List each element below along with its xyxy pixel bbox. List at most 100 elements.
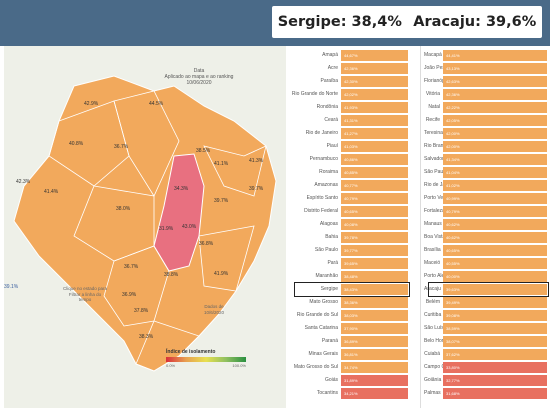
- ranking-row[interactable]: Distrito Federal 40,65%: [290, 206, 408, 217]
- ranking-row[interactable]: Rondônia 41,93%: [290, 102, 408, 113]
- ranking-bar[interactable]: 40,08%: [341, 219, 408, 230]
- ranking-bar[interactable]: 39,78%: [341, 232, 408, 243]
- ranking-row[interactable]: Minas Gerais 36,81%: [290, 349, 408, 360]
- ranking-row[interactable]: Campo Grande 33,80%: [424, 362, 547, 373]
- ranking-bar[interactable]: 31,68%: [443, 388, 547, 399]
- ranking-bar[interactable]: 39,49%: [443, 297, 547, 308]
- ranking-row[interactable]: Curitiba 39,08%: [424, 310, 547, 321]
- ranking-row[interactable]: Roraima 40,85%: [290, 167, 408, 178]
- ranking-row[interactable]: Recife 42,05%: [424, 115, 547, 126]
- ranking-row[interactable]: Piauí 41,03%: [290, 141, 408, 152]
- ranking-bar[interactable]: 39,63%: [443, 284, 547, 295]
- ranking-bar[interactable]: 31,89%: [341, 375, 408, 386]
- ranking-bar[interactable]: 44,41%: [443, 50, 547, 61]
- ranking-bar[interactable]: 42,30%: [341, 76, 408, 87]
- ranking-row[interactable]: Paraíba 42,30%: [290, 76, 408, 87]
- ranking-row[interactable]: Amapá 44,67%: [290, 50, 408, 61]
- ranking-row[interactable]: Goiás 31,89%: [290, 375, 408, 386]
- tocantins-goias-shape[interactable]: [153, 153, 205, 272]
- ranking-bar[interactable]: 36,81%: [341, 349, 408, 360]
- ranking-bar[interactable]: 32,77%: [443, 375, 547, 386]
- ranking-bar[interactable]: 42,22%: [443, 102, 547, 113]
- ranking-bar[interactable]: 42,63%: [443, 76, 547, 87]
- ranking-row[interactable]: Sergipe 38,43%: [290, 282, 410, 297]
- ranking-row[interactable]: Ceará 41,31%: [290, 115, 408, 126]
- ranking-row[interactable]: Porto Velho 40,99%: [424, 193, 547, 204]
- ranking-row[interactable]: Espírito Santo 40,79%: [290, 193, 408, 204]
- ranking-row[interactable]: Rio Grande do Sul 38,03%: [290, 310, 408, 321]
- ranking-row[interactable]: Macapá 44,41%: [424, 50, 547, 61]
- ranking-bar[interactable]: 40,55%: [443, 258, 547, 269]
- ranking-row[interactable]: Brasília 40,65%: [424, 245, 547, 256]
- ranking-row[interactable]: Maceió 40,55%: [424, 258, 547, 269]
- ranking-row[interactable]: Salvador 41,34%: [424, 154, 547, 165]
- ranking-row[interactable]: Natal 42,22%: [424, 102, 547, 113]
- ranking-row[interactable]: Bahia 39,78%: [290, 232, 408, 243]
- ranking-row[interactable]: Goiânia 32,77%: [424, 375, 547, 386]
- ranking-bar[interactable]: 40,99%: [443, 193, 547, 204]
- ranking-bar[interactable]: 41,31%: [341, 115, 408, 126]
- ranking-bar[interactable]: 41,34%: [443, 154, 547, 165]
- ranking-bar[interactable]: 42,36%: [443, 89, 547, 100]
- ranking-row[interactable]: Teresina 42,00%: [424, 128, 547, 139]
- ranking-row[interactable]: Tocantins 34,21%: [290, 388, 408, 399]
- ranking-bar[interactable]: 39,08%: [443, 310, 547, 321]
- ranking-bar[interactable]: 41,02%: [443, 180, 547, 191]
- ranking-bar[interactable]: 41,04%: [443, 167, 547, 178]
- ranking-bar[interactable]: 38,07%: [443, 336, 547, 347]
- ranking-bar[interactable]: 40,77%: [341, 180, 408, 191]
- ranking-bar[interactable]: 42,02%: [341, 89, 408, 100]
- ranking-row[interactable]: Florianópolis 42,63%: [424, 76, 547, 87]
- ranking-row[interactable]: Rio Branco 42,00%: [424, 141, 547, 152]
- ranking-bar[interactable]: 38,03%: [341, 310, 408, 321]
- ranking-bar[interactable]: 39,65%: [341, 258, 408, 269]
- ranking-row[interactable]: Boa Vista 40,62%: [424, 232, 547, 243]
- ranking-bar[interactable]: 39,77%: [341, 245, 408, 256]
- ranking-row[interactable]: Porto Alegre 40,00%: [424, 271, 547, 282]
- ranking-bar[interactable]: 42,00%: [443, 141, 547, 152]
- ranking-bar[interactable]: 40,65%: [443, 245, 547, 256]
- ranking-bar[interactable]: 40,79%: [443, 206, 547, 217]
- ranking-row[interactable]: Mato Grosso do Sul 34,74%: [290, 362, 408, 373]
- ranking-bar[interactable]: 38,48%: [341, 271, 408, 282]
- ranking-row[interactable]: Vitória 42,36%: [424, 89, 547, 100]
- ranking-bar[interactable]: 42,00%: [443, 128, 547, 139]
- ranking-bar[interactable]: 41,03%: [341, 141, 408, 152]
- ranking-row[interactable]: Maranhão 38,48%: [290, 271, 408, 282]
- ranking-row[interactable]: Manaus 40,62%: [424, 219, 547, 230]
- ranking-bar[interactable]: 40,62%: [443, 232, 547, 243]
- ranking-bar[interactable]: 34,74%: [341, 362, 408, 373]
- ranking-row[interactable]: Belo Horizonte 38,07%: [424, 336, 547, 347]
- ranking-row[interactable]: Rio de Janeiro 41,27%: [290, 128, 408, 139]
- ranking-bar[interactable]: 37,90%: [341, 323, 408, 334]
- ranking-bar[interactable]: 43,13%: [443, 63, 547, 74]
- ranking-bar[interactable]: 40,00%: [443, 271, 547, 282]
- ranking-row[interactable]: Rio Grande do Norte 42,02%: [290, 89, 408, 100]
- ranking-bar[interactable]: 44,67%: [341, 50, 408, 61]
- ranking-row[interactable]: Rio de Janeiro 41,02%: [424, 180, 547, 191]
- ranking-bar[interactable]: 41,93%: [341, 102, 408, 113]
- brazil-map[interactable]: [4, 46, 286, 408]
- ranking-row[interactable]: Pernambuco 40,86%: [290, 154, 408, 165]
- ranking-row[interactable]: Cuiabá 37,62%: [424, 349, 547, 360]
- ranking-bar[interactable]: 42,05%: [443, 115, 547, 126]
- ranking-bar[interactable]: 38,59%: [443, 323, 547, 334]
- ranking-row[interactable]: São Paulo 39,77%: [290, 245, 408, 256]
- ranking-bar[interactable]: 40,86%: [341, 154, 408, 165]
- ranking-bar[interactable]: 38,43%: [341, 284, 408, 295]
- ranking-row[interactable]: São Paulo 41,04%: [424, 167, 547, 178]
- ranking-bar[interactable]: 41,27%: [341, 128, 408, 139]
- country-shape[interactable]: [13, 75, 277, 372]
- ranking-bar[interactable]: 40,65%: [341, 206, 408, 217]
- ranking-row[interactable]: Fortaleza 40,79%: [424, 206, 547, 217]
- ranking-row[interactable]: Santa Catarina 37,90%: [290, 323, 408, 334]
- ranking-bar[interactable]: 33,80%: [443, 362, 547, 373]
- ranking-bar[interactable]: 36,89%: [341, 336, 408, 347]
- ranking-bar[interactable]: 38,36%: [341, 297, 408, 308]
- ranking-row[interactable]: Pará 39,65%: [290, 258, 408, 269]
- ranking-row[interactable]: Acre 42,36%: [290, 63, 408, 74]
- ranking-row[interactable]: Mato Grosso 38,36%: [290, 297, 408, 308]
- ranking-bar[interactable]: 42,36%: [341, 63, 408, 74]
- ranking-row[interactable]: João Pessoa 43,13%: [424, 63, 547, 74]
- ranking-row[interactable]: Paraná 36,89%: [290, 336, 408, 347]
